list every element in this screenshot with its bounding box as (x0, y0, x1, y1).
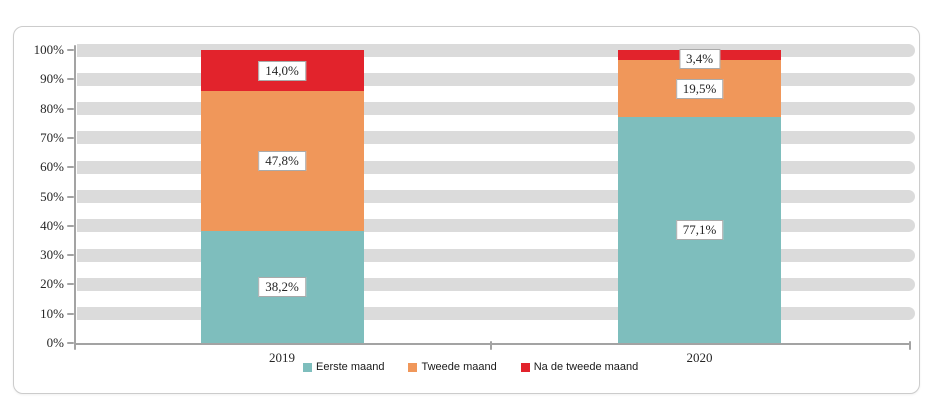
y-axis-tick-0% (67, 342, 74, 344)
y-axis-label-80%: 80% (40, 100, 64, 116)
data-label-2019-2: 14,0% (258, 60, 306, 81)
y-axis-label-70%: 70% (40, 129, 64, 145)
y-axis-tick-50% (67, 195, 74, 198)
legend-item-2: Na de tweede maand (520, 361, 639, 373)
y-axis-tick-30% (67, 254, 74, 257)
y-axis-label-60%: 60% (40, 159, 64, 175)
legend: Eerste maand Tweede maand Na de tweede maa… (303, 361, 638, 373)
y-axis-tick-80% (67, 107, 74, 110)
y-axis-label-10%: 10% (40, 305, 64, 321)
data-label-2020-1: 19,5% (675, 78, 724, 99)
legend-label-1: Tweede maand (421, 361, 497, 373)
y-axis-tick-90% (67, 78, 74, 81)
x-axis-tick-0 (74, 341, 76, 350)
legend-swatch-icon-0 (303, 362, 312, 372)
x-axis-tick-1 (490, 341, 492, 350)
x-axis (74, 343, 911, 345)
y-axis-label-90%: 90% (40, 71, 64, 87)
plot-area: 0% 10% 20% 30% 40% 50% 60% 70% 80% 90% 100% 38,2% 47… (14, 27, 919, 393)
y-axis-label-40%: 40% (40, 217, 64, 233)
legend-label-0: Eerste maand (316, 361, 385, 373)
y-axis-tick-10% (67, 312, 74, 315)
y-axis-tick-40% (67, 224, 74, 227)
data-label-2020-0: 77,1% (675, 220, 724, 241)
x-axis-label-2019: 2019 (269, 350, 295, 365)
y-axis-label-20%: 20% (40, 276, 64, 292)
legend-swatch-icon-2 (520, 362, 530, 372)
x-axis-tick-2 (909, 341, 911, 350)
y-axis (74, 45, 76, 345)
y-axis-label-50%: 50% (40, 188, 64, 204)
data-label-2019-0: 38,2% (258, 277, 306, 298)
y-axis-tick-100% (67, 49, 74, 51)
legend-swatch-icon-1 (408, 362, 418, 372)
y-axis-tick-60% (67, 166, 74, 169)
data-label-2020-2: 3,4% (678, 49, 721, 69)
legend-item-0: Eerste maand (303, 361, 384, 373)
x-axis-label-2020: 2020 (686, 350, 713, 365)
chart-panel: 0% 10% 20% 30% 40% 50% 60% 70% 80% 90% 100% 38,2% 47… (13, 26, 920, 394)
data-label-2019-1: 47,8% (258, 151, 306, 172)
y-axis-label-30%: 30% (40, 247, 64, 263)
legend-label-2: Na de tweede maand (533, 361, 639, 373)
legend-item-1: Tweede maand (408, 361, 497, 373)
y-axis-tick-20% (67, 283, 74, 286)
y-axis-label-100%: 100% (33, 42, 64, 57)
y-axis-label-0%: 0% (46, 335, 64, 350)
y-axis-tick-70% (67, 136, 74, 139)
